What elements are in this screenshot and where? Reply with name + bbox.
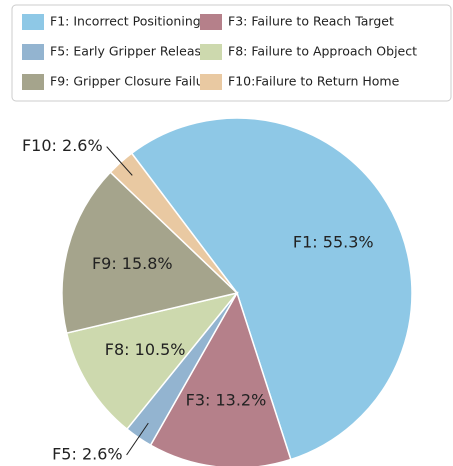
slice-label: F10: 2.6% xyxy=(22,136,103,155)
pie-slice xyxy=(130,117,413,461)
slice-label: F3: 13.2% xyxy=(186,390,267,409)
legend-label: F8: Failure to Approach Object xyxy=(228,44,417,59)
pie-slice xyxy=(61,171,239,334)
legend-swatch xyxy=(200,74,222,90)
leader-line xyxy=(126,422,149,456)
legend-label: F9: Gripper Closure Failure xyxy=(50,74,217,89)
legend-swatch xyxy=(200,44,222,60)
legend-label: F5: Early Gripper Release xyxy=(50,44,209,59)
legend-swatch xyxy=(22,14,44,30)
legend-swatch xyxy=(200,14,222,30)
legend-swatch xyxy=(22,74,44,90)
pie-slice xyxy=(65,291,239,431)
legend-frame xyxy=(11,4,452,102)
slice-label: F9: 15.8% xyxy=(92,254,173,273)
legend-label: F10:Failure to Return Home xyxy=(228,74,400,89)
slice-label: F5: 2.6% xyxy=(52,444,123,463)
leader-line xyxy=(106,146,133,176)
legend-swatch xyxy=(22,44,44,60)
slice-label: F8: 10.5% xyxy=(105,340,186,359)
legend-label: F3: Failure to Reach Target xyxy=(228,14,394,29)
slice-label: F1: 55.3% xyxy=(293,232,374,251)
legend-label: F1: Incorrect Positioning xyxy=(50,14,201,29)
pie-slice xyxy=(149,291,292,466)
